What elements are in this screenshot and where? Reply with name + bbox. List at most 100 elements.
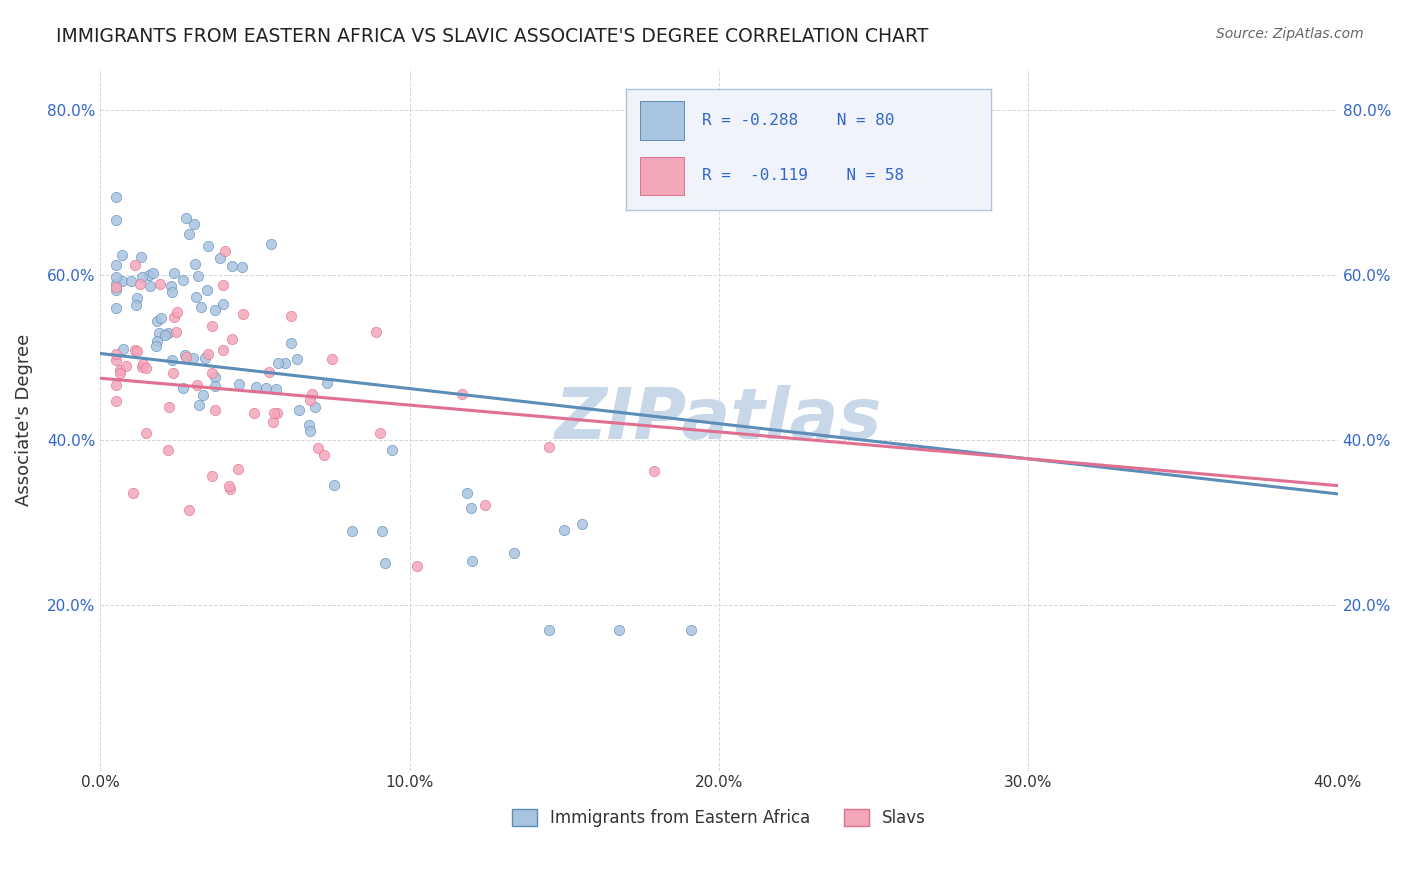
Point bbox=[111, 342, 134, 356]
Point bbox=[299, 392, 322, 407]
Point bbox=[186, 378, 208, 392]
Point bbox=[104, 283, 127, 297]
Point bbox=[315, 376, 337, 391]
Point bbox=[368, 425, 391, 440]
Point bbox=[163, 310, 186, 325]
Point bbox=[139, 278, 162, 293]
Point bbox=[323, 478, 346, 492]
Point bbox=[218, 479, 240, 493]
Point bbox=[301, 387, 323, 401]
Point bbox=[228, 376, 250, 391]
Point bbox=[474, 498, 496, 512]
Point bbox=[129, 277, 152, 291]
Point bbox=[460, 500, 482, 515]
Point bbox=[285, 351, 308, 366]
Point bbox=[108, 362, 131, 376]
Point bbox=[201, 469, 224, 483]
Point bbox=[245, 380, 267, 394]
Point bbox=[538, 440, 561, 454]
Point bbox=[298, 424, 321, 438]
Point bbox=[187, 269, 209, 284]
Point bbox=[104, 394, 127, 409]
Point bbox=[131, 360, 153, 375]
Text: R = -0.288    N = 80: R = -0.288 N = 80 bbox=[703, 113, 896, 128]
Point bbox=[405, 558, 427, 573]
Point bbox=[104, 377, 127, 392]
Point bbox=[204, 403, 226, 417]
Point bbox=[280, 336, 302, 351]
Point bbox=[165, 326, 187, 340]
Point bbox=[321, 352, 343, 367]
Point bbox=[146, 313, 169, 327]
Point bbox=[212, 343, 235, 358]
Point bbox=[340, 524, 363, 538]
Text: ZIPatlas: ZIPatlas bbox=[555, 385, 883, 454]
Y-axis label: Associate's Degree: Associate's Degree bbox=[15, 334, 32, 506]
Point bbox=[145, 339, 167, 353]
Point bbox=[104, 277, 127, 292]
Point bbox=[104, 190, 127, 204]
Point bbox=[179, 227, 201, 242]
Point bbox=[461, 554, 484, 568]
Point bbox=[503, 546, 526, 560]
Point bbox=[263, 406, 285, 420]
Point bbox=[111, 248, 134, 262]
Point bbox=[125, 298, 148, 312]
Point bbox=[163, 266, 186, 280]
FancyBboxPatch shape bbox=[640, 101, 685, 140]
Point bbox=[194, 351, 217, 366]
Point bbox=[288, 402, 311, 417]
Point bbox=[135, 361, 157, 376]
Point bbox=[179, 503, 201, 517]
Point bbox=[104, 353, 127, 368]
Point bbox=[138, 268, 160, 282]
Point bbox=[214, 244, 236, 258]
Point bbox=[266, 406, 288, 420]
Point bbox=[212, 297, 235, 311]
Point bbox=[172, 381, 194, 395]
Point bbox=[232, 307, 254, 321]
Point bbox=[260, 237, 283, 252]
Point bbox=[197, 347, 219, 361]
Point bbox=[679, 623, 702, 637]
Point bbox=[127, 344, 149, 359]
Point bbox=[304, 400, 326, 414]
Point bbox=[104, 213, 127, 227]
Point bbox=[188, 398, 211, 412]
Point bbox=[537, 623, 560, 637]
Point bbox=[204, 369, 226, 384]
Point bbox=[204, 302, 226, 317]
Point bbox=[186, 290, 208, 304]
Point bbox=[142, 266, 165, 280]
Point bbox=[267, 356, 290, 370]
Point bbox=[181, 351, 204, 365]
Point bbox=[156, 442, 179, 457]
Point bbox=[219, 482, 242, 496]
Point bbox=[174, 349, 197, 363]
Point bbox=[280, 309, 302, 323]
Point bbox=[172, 273, 194, 287]
Point bbox=[451, 387, 474, 401]
Point bbox=[104, 347, 127, 361]
Point bbox=[212, 277, 235, 292]
Point bbox=[111, 274, 134, 288]
Point bbox=[262, 415, 284, 429]
Point bbox=[456, 486, 478, 500]
Point bbox=[108, 366, 131, 380]
Point bbox=[149, 310, 172, 325]
Point bbox=[370, 524, 392, 539]
Text: R =  -0.119    N = 58: R = -0.119 N = 58 bbox=[703, 169, 904, 184]
Point bbox=[184, 257, 207, 271]
Point bbox=[221, 260, 243, 274]
Legend: Immigrants from Eastern Africa, Slavs: Immigrants from Eastern Africa, Slavs bbox=[505, 802, 932, 834]
Point bbox=[298, 417, 321, 432]
Point bbox=[104, 269, 127, 284]
Point bbox=[197, 239, 219, 253]
Point bbox=[176, 351, 198, 365]
Point bbox=[183, 217, 205, 231]
Point bbox=[243, 406, 266, 420]
Point bbox=[571, 517, 593, 532]
Point bbox=[201, 366, 224, 380]
Text: Source: ZipAtlas.com: Source: ZipAtlas.com bbox=[1216, 27, 1364, 41]
Point bbox=[131, 357, 153, 371]
